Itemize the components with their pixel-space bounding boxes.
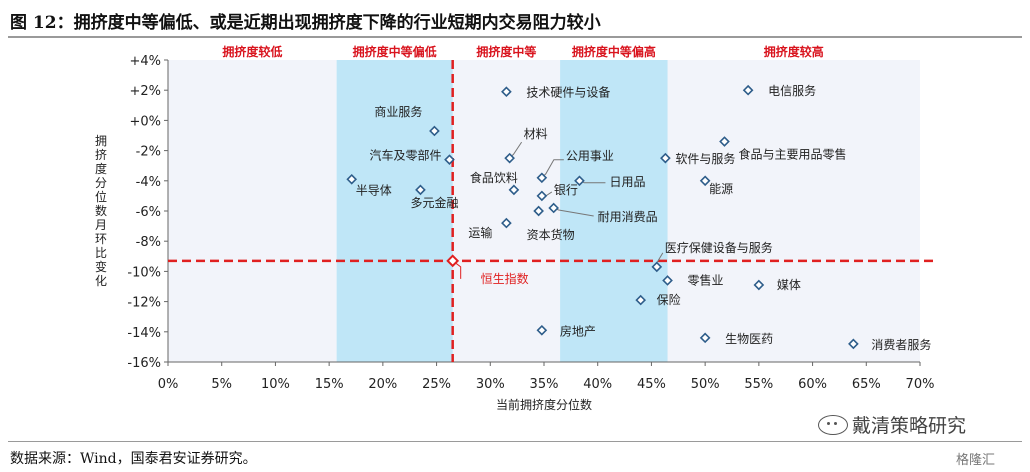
y-tick-label: -2%: [136, 145, 161, 160]
point-label: 半导体: [356, 183, 392, 197]
x-tick-label: 25%: [422, 377, 451, 392]
x-tick-label: 10%: [261, 377, 290, 392]
scatter-point: [635, 294, 647, 306]
scatter-point: [548, 202, 559, 214]
scatter-point: [501, 217, 512, 229]
scatter-point: [574, 175, 585, 187]
point-label: 公用事业: [566, 149, 614, 163]
x-tick-label: 20%: [368, 377, 397, 392]
figure-title: 图 12：拥挤度中等偏低、或是近期出现拥挤度下降的行业短期内交易阻力较小: [10, 13, 601, 33]
scatter-point: [536, 172, 548, 184]
scatter-point: [662, 275, 673, 286]
point-label: 食品饮料: [470, 170, 518, 185]
x-tick-label: 55%: [744, 377, 773, 392]
scatter-chart: 拥挤度较低 拥挤度中等偏低 拥挤度中等 拥挤度中等偏高 拥挤度较高 +4% +2% +0% -2…: [127, 44, 935, 412]
y-tick-label: -4%: [136, 175, 161, 190]
scatter-point: [660, 152, 671, 164]
x-tick-label: 0%: [158, 377, 179, 392]
point-label: 医疗保健设备与服务: [665, 240, 773, 255]
plot-area: [168, 60, 920, 362]
point-label: 媒体: [777, 278, 801, 292]
title-bar: 图 12：拥挤度中等偏低、或是近期出现拥挤度下降的行业短期内交易阻力较小: [0, 0, 1030, 38]
x-tick-label: 45%: [637, 377, 666, 392]
reference-point: [446, 254, 460, 268]
point-label: 技术硬件与设备: [526, 86, 610, 100]
scatter-point: [651, 261, 663, 273]
zone-label: 拥挤度中等偏低: [353, 44, 437, 59]
scatter-point: [699, 332, 711, 344]
scatter-point: [346, 173, 358, 185]
zone-label: 拥挤度中等偏高: [572, 44, 656, 59]
zone-band: [560, 60, 668, 362]
x-tick-label: 70%: [906, 377, 935, 392]
point-label: 软件与服务: [675, 151, 735, 166]
point-label: 保险: [657, 292, 681, 307]
point-label: 食品与主要用品零售: [738, 147, 846, 162]
x-tick-label: 60%: [798, 377, 827, 392]
zone-label: 拥挤度较低: [222, 44, 282, 59]
point-label: 零售业: [688, 272, 724, 287]
scatter-point: [508, 184, 520, 196]
point-label: 生物医药: [725, 332, 773, 346]
point-label: 能源: [709, 182, 733, 196]
zone-label: 拥挤度中等: [476, 44, 536, 59]
y-axis-label: 拥挤度分位数月环比变化: [94, 134, 107, 288]
watermark: 戴清策略研究: [818, 411, 966, 438]
y-tick-label: -14%: [127, 326, 161, 341]
y-tick-label: -16%: [127, 356, 161, 371]
scatter-point: [536, 324, 548, 336]
footer-rule: [8, 441, 1022, 442]
x-tick-label: 15%: [315, 377, 344, 392]
point-label: 银行: [554, 183, 578, 197]
scatter-point: [444, 154, 455, 165]
point-label: 消费者服务: [871, 337, 931, 352]
point-label: 商业服务: [374, 104, 422, 119]
corner-watermark: 格隆汇: [956, 453, 996, 468]
reference-label: 恒生指数: [481, 271, 529, 286]
x-tick-label: 35%: [530, 377, 559, 392]
scatter-point: [742, 84, 754, 96]
y-tick-label: +0%: [129, 114, 161, 129]
point-label: 材料: [524, 127, 548, 141]
point-label: 电信服务: [768, 83, 816, 98]
point-label: 房地产: [560, 323, 596, 338]
y-tick-label: -8%: [136, 235, 161, 250]
point-label: 多元金融: [410, 195, 458, 210]
scatter-point: [501, 86, 512, 98]
point-label: 运输: [468, 225, 492, 240]
point-label: 耐用消费品: [598, 210, 658, 224]
scatter-point: [429, 125, 440, 137]
y-tick-label: -12%: [127, 296, 161, 311]
scatter-point: [533, 205, 544, 217]
x-tick-label: 30%: [476, 377, 505, 392]
y-tick-label: +2%: [129, 84, 161, 99]
point-label: 资本货物: [527, 227, 575, 242]
data-source: 数据来源：Wind，国泰君安证券研究。: [10, 451, 257, 467]
zone-label: 拥挤度较高: [764, 44, 824, 59]
wechat-icon: [818, 414, 848, 435]
x-axis-label: 当前拥挤度分位数: [496, 397, 592, 412]
scatter-point: [415, 184, 426, 196]
zone-band: [336, 60, 453, 362]
y-tick-label: -10%: [127, 265, 161, 280]
scatter-point: [699, 175, 711, 187]
watermark-text: 戴清策略研究: [852, 415, 967, 437]
scatter-point: [753, 279, 765, 291]
x-tick-label: 50%: [691, 377, 720, 392]
scatter-point: [719, 136, 730, 147]
x-tick-label: 65%: [852, 377, 881, 392]
x-tick-label: 5%: [211, 377, 232, 392]
title-rule: [8, 36, 1022, 38]
scatter-point: [536, 190, 548, 202]
y-tick-label: -6%: [136, 205, 161, 220]
y-tick-label: +4%: [129, 54, 161, 69]
x-tick-label: 40%: [583, 377, 612, 392]
point-label: 汽车及零部件: [369, 148, 441, 163]
point-label: 日用品: [609, 175, 645, 189]
scatter-point: [504, 152, 515, 164]
scatter-point: [848, 338, 859, 350]
